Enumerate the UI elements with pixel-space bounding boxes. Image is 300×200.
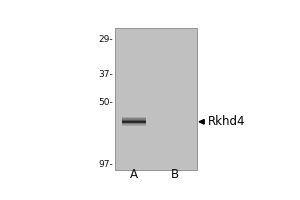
Text: Rkhd4: Rkhd4 — [208, 115, 245, 128]
Bar — [122, 118, 146, 119]
Bar — [122, 118, 146, 119]
Bar — [122, 123, 146, 124]
Bar — [122, 120, 146, 121]
Bar — [122, 121, 146, 122]
Bar — [122, 124, 146, 125]
Bar — [122, 125, 146, 126]
Text: B: B — [171, 168, 179, 181]
Text: A: A — [130, 168, 138, 181]
Bar — [122, 117, 146, 118]
Bar — [122, 125, 146, 126]
Text: 29-: 29- — [98, 35, 113, 44]
Bar — [122, 121, 146, 122]
Text: 37-: 37- — [98, 70, 113, 79]
Bar — [116, 28, 197, 170]
Text: 50-: 50- — [98, 98, 113, 107]
Text: 97-: 97- — [98, 160, 113, 169]
Bar — [122, 122, 146, 123]
Bar — [122, 122, 146, 123]
Polygon shape — [199, 119, 204, 124]
Bar — [122, 117, 146, 118]
Bar — [122, 119, 146, 120]
